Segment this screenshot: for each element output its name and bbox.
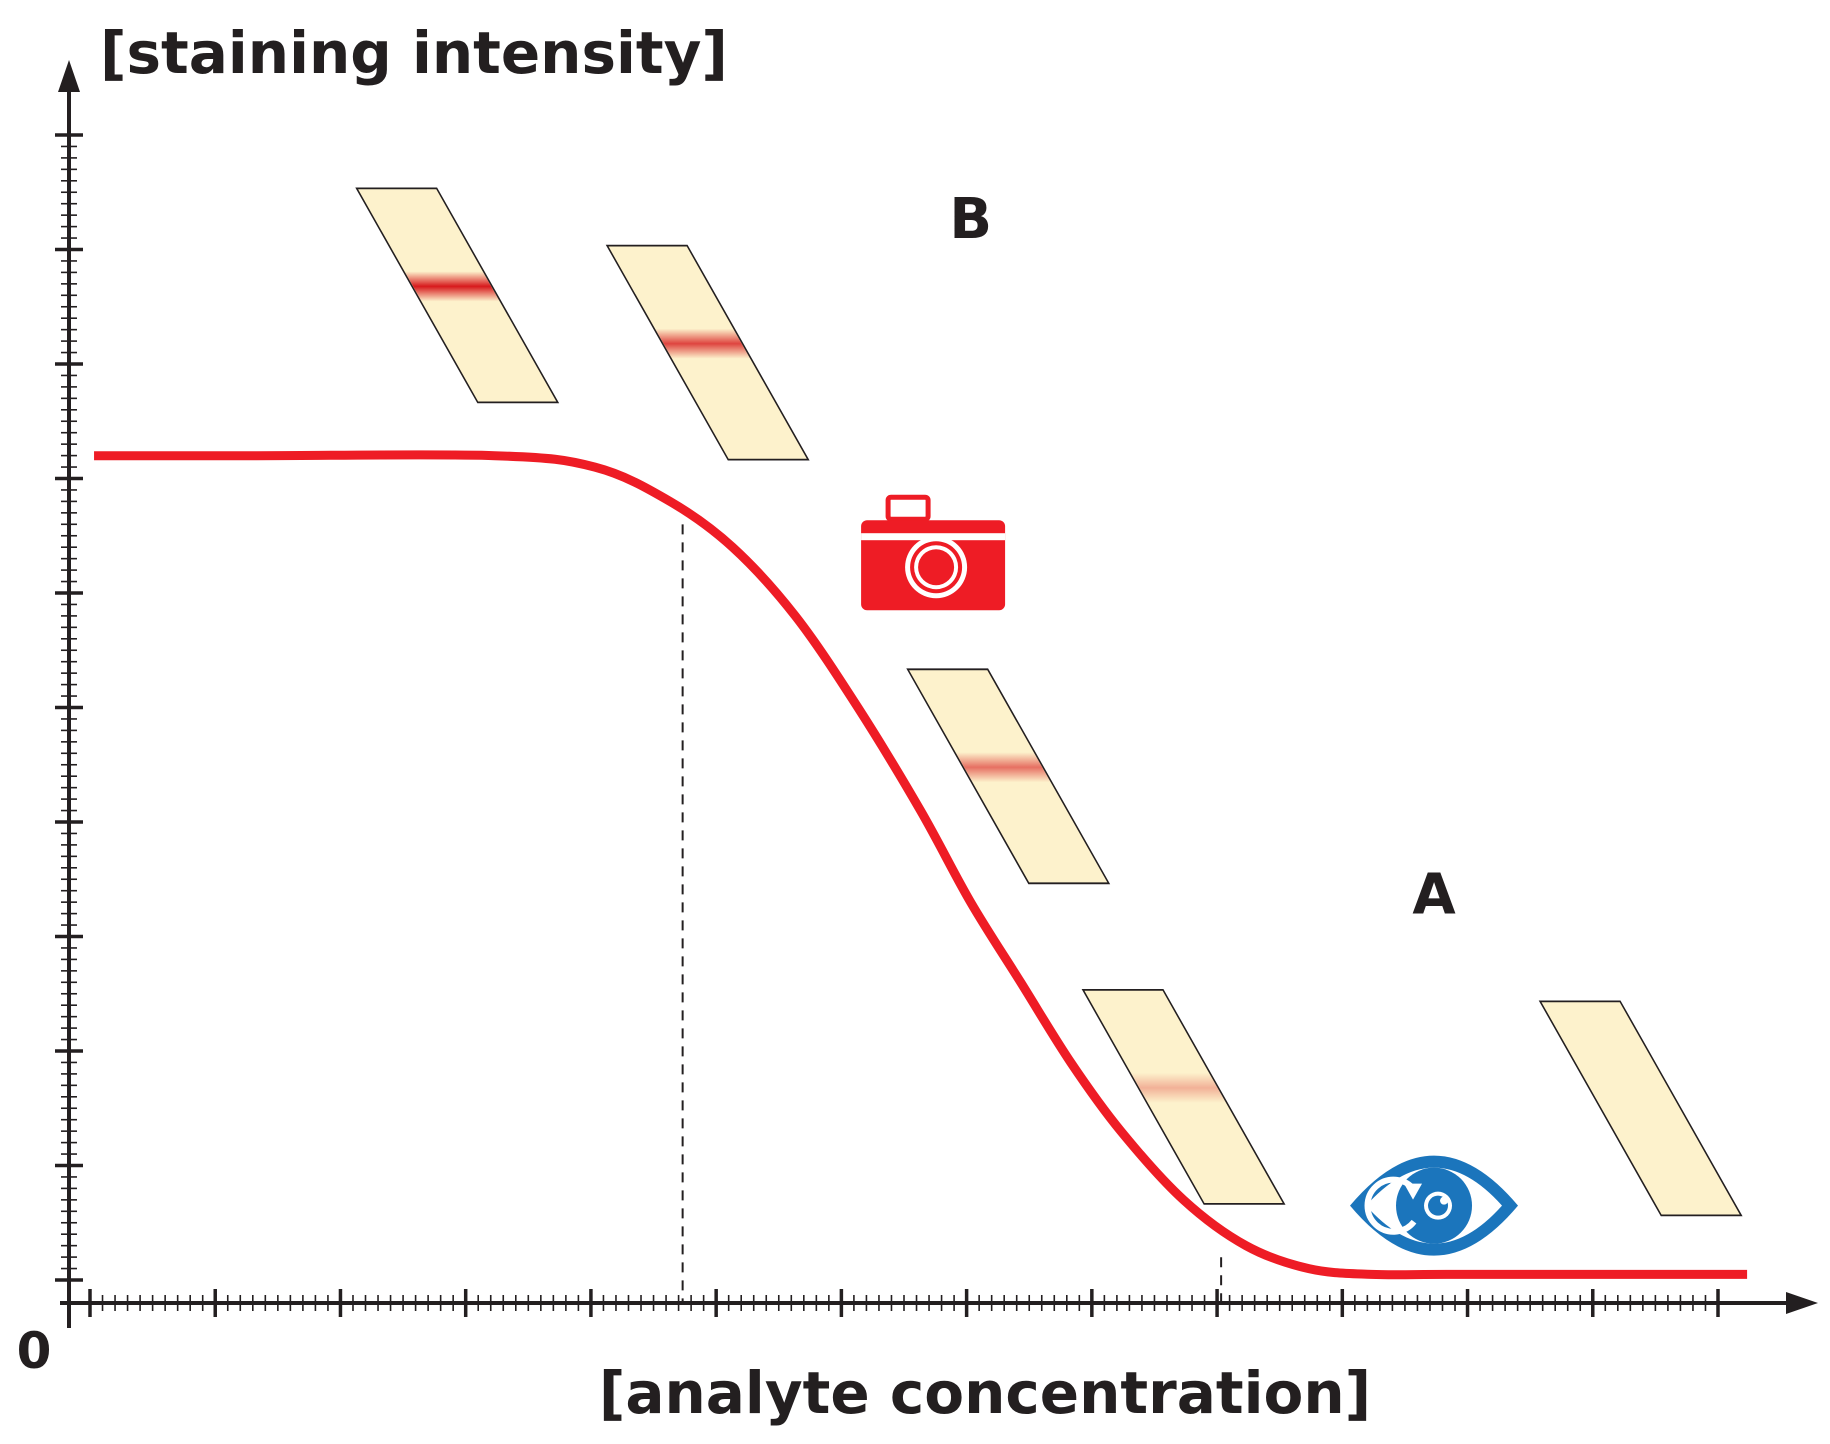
x-axis-arrowhead xyxy=(1786,1292,1818,1314)
x-axis-label: [analyte concentration] xyxy=(599,1359,1371,1427)
y-axis-label: [staining intensity] xyxy=(100,19,728,87)
test-strip xyxy=(1081,989,1286,1205)
reference-lines xyxy=(681,524,1223,1303)
camera-icon xyxy=(861,494,1006,611)
test-line-band xyxy=(404,271,500,302)
series xyxy=(94,450,1748,1280)
test-strip xyxy=(355,187,560,404)
test-line-band xyxy=(1130,1072,1226,1103)
test-strips xyxy=(355,187,1743,1217)
test-strip xyxy=(1538,1000,1743,1217)
icons xyxy=(861,494,1519,1256)
eye-refresh-arc xyxy=(1364,1176,1417,1235)
eye-refresh-arrow xyxy=(1404,1183,1423,1200)
y-ticks xyxy=(55,133,83,1282)
test-strip xyxy=(906,668,1111,885)
axes xyxy=(55,60,1818,1328)
test-strip xyxy=(605,244,810,461)
eye-highlight xyxy=(1440,1196,1449,1205)
test-line-band xyxy=(655,328,751,359)
region-label-a: A xyxy=(1412,863,1456,928)
test-strip-body xyxy=(1538,1000,1743,1217)
annotations: BA xyxy=(949,187,1456,928)
camera-viewfinder xyxy=(885,494,931,522)
dose-response-curve xyxy=(94,450,1748,1280)
region-label-b: B xyxy=(949,187,992,252)
origin-label: 0 xyxy=(17,1322,52,1380)
camera-lens-inner xyxy=(918,549,955,586)
test-line-band xyxy=(955,752,1051,783)
x-ticks xyxy=(88,1289,1720,1317)
y-axis-arrowhead xyxy=(58,60,80,92)
eye-icon xyxy=(1350,1155,1519,1256)
